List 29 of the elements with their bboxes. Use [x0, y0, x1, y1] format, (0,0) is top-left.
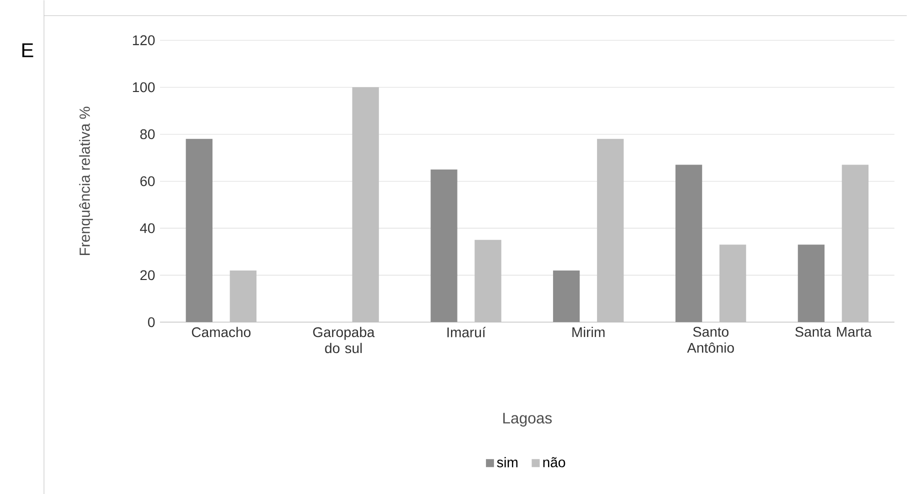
bar: [842, 164, 869, 322]
bar: [597, 138, 624, 322]
x-tick-label: Santa Marta: [795, 326, 872, 337]
y-axis-title: Frenquência relativa %: [79, 106, 93, 255]
y-tick-label: 120: [132, 35, 155, 46]
x-tick-label: Garopaba do sul: [313, 326, 375, 353]
x-tick-label: Imaruí: [447, 326, 486, 338]
x-tick-label: Camacho: [192, 326, 251, 337]
legend-label: não: [543, 456, 566, 468]
y-tick-label: 20: [140, 270, 155, 280]
bar: [430, 169, 458, 322]
legend-label: sim: [497, 456, 518, 468]
bar: [719, 244, 746, 322]
bar: [352, 87, 379, 322]
bar: [798, 244, 825, 322]
bar: [230, 270, 256, 322]
y-tick-label: 80: [140, 129, 155, 139]
bar: [474, 240, 502, 322]
x-tick-label: Santo Antônio: [687, 326, 734, 353]
x-tick-label: Mirim: [572, 326, 605, 337]
y-tick-label: 40: [140, 223, 155, 233]
bar: [675, 164, 702, 322]
bar: [553, 270, 580, 322]
y-tick-label: 60: [140, 176, 155, 186]
bar: [186, 138, 212, 322]
text: E: [22, 43, 34, 57]
x-axis-title: Lagoas: [503, 412, 552, 426]
y-tick-label: 100: [132, 82, 155, 92]
y-tick-label: 0: [148, 317, 155, 327]
